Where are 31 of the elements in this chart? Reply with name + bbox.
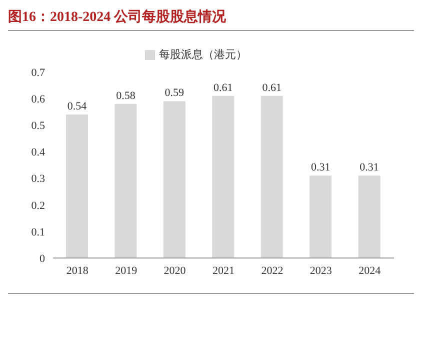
x-tick-label: 2020 [164,264,186,277]
y-tick-label: 0.7 [31,66,46,79]
x-tick-label: 2024 [358,264,382,277]
data-label: 0.61 [214,82,233,94]
data-label: 0.31 [360,162,379,174]
x-tick-label: 2022 [261,264,284,277]
legend-label: 每股派息（港元） [159,49,247,61]
y-tick-label: 0.4 [31,146,46,159]
bar [66,114,88,258]
bar [310,176,332,258]
x-tick-label: 2023 [310,264,332,277]
y-tick-label: 0.1 [31,226,45,238]
data-label: 0.31 [310,162,330,174]
data-label: 0.59 [164,87,185,100]
chart-title: 图16：2018-2024 公司每股股息情况 [8,8,414,31]
bar [260,96,283,258]
x-tick-label: 2019 [115,264,138,277]
y-tick-label: 0.5 [31,120,46,132]
bar [163,101,186,258]
y-tick-label: 0 [40,252,46,265]
data-label: 0.54 [67,100,88,113]
x-tick-label: 2018 [66,264,89,277]
bar [358,176,380,258]
data-label: 0.58 [116,90,136,102]
bar [212,96,234,258]
y-tick-label: 0.2 [31,200,45,212]
y-tick-label: 0.3 [31,173,46,186]
bar [114,104,137,258]
y-tick-label: 0.6 [31,93,46,106]
x-tick-label: 2021 [212,264,234,277]
data-label: 0.61 [262,82,282,94]
